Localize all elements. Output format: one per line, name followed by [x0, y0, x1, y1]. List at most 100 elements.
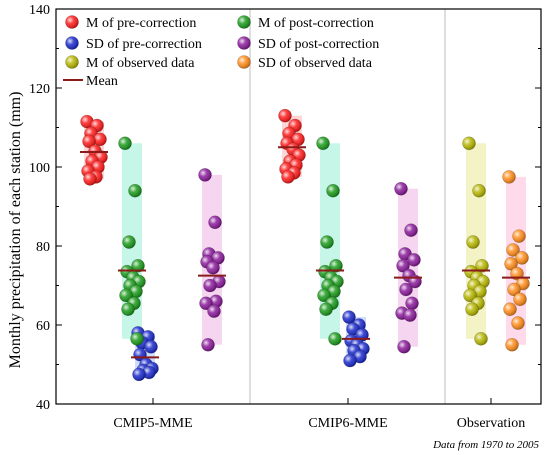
legend-marker-highlight — [237, 36, 251, 50]
point-highlight — [506, 243, 520, 257]
legend-label: Mean — [86, 74, 118, 89]
point-m-of-post-correction-cmip5-mme-12 — [121, 302, 135, 317]
point-highlight — [142, 365, 156, 379]
point-sd-of-post-correction-cmip6-mme-2 — [404, 223, 418, 237]
point-highlight — [209, 294, 223, 308]
point-highlight — [316, 136, 330, 150]
point-highlight — [326, 184, 340, 198]
point-sd-of-post-correction-cmip5-mme-8 — [203, 278, 217, 293]
legend-item-sd-of-post-correction: SD of post-correction — [237, 36, 379, 52]
point-m-of-pre-correction-cmip6-mme-12 — [281, 170, 295, 184]
legend-marker-highlight — [65, 15, 79, 29]
point-highlight — [317, 288, 331, 302]
point-highlight — [511, 316, 525, 330]
point-highlight — [473, 284, 487, 298]
point-sd-of-post-correction-cmip5-mme-11 — [207, 304, 221, 318]
point-highlight — [130, 332, 144, 346]
x-tick-label-cmip5-mme: CMIP5-MME — [113, 416, 192, 431]
point-highlight — [208, 215, 222, 229]
point-m-of-observed-data-observation-12 — [465, 302, 479, 317]
point-sd-of-observed-data-observation-10 — [503, 302, 517, 317]
point-m-of-post-correction-cmip5-mme-1 — [118, 136, 132, 151]
point-highlight — [396, 259, 410, 273]
point-highlight — [83, 172, 97, 186]
point-m-of-post-correction-cmip6-mme-13 — [328, 332, 342, 346]
point-sd-of-observed-data-observation-4 — [515, 251, 529, 265]
point-highlight — [503, 302, 517, 316]
legend-label: SD of post-correction — [258, 37, 379, 52]
point-m-of-observed-data-observation-9 — [473, 284, 487, 299]
point-highlight — [504, 257, 518, 271]
point-sd-of-pre-correction-cmip6-mme-1 — [342, 310, 356, 324]
point-highlight — [91, 160, 105, 174]
legend-item-m-of-observed-data: M of observed data — [65, 55, 195, 71]
point-highlight — [466, 235, 480, 249]
legend-label: M of pre-correction — [86, 16, 196, 31]
point-sd-of-post-correction-cmip6-mme-1 — [394, 181, 408, 196]
point-highlight — [144, 340, 158, 354]
point-highlight — [320, 235, 334, 249]
point-m-of-post-correction-cmip6-mme-2 — [326, 183, 340, 198]
mean-lines — [80, 146, 530, 359]
point-m-of-pre-correction-cmip5-mme-5 — [82, 134, 96, 149]
legend-label: SD of pre-correction — [86, 37, 202, 52]
point-highlight — [198, 168, 212, 182]
point-highlight — [397, 340, 411, 354]
legend-item-m-of-post-correction: M of post-correction — [237, 15, 374, 31]
point-highlight — [507, 282, 521, 296]
point-sd-of-post-correction-cmip5-mme-10 — [199, 296, 213, 311]
y-tick-label-40: 40 — [36, 398, 50, 413]
y-tick-label-140: 140 — [29, 3, 50, 18]
point-highlight — [291, 132, 305, 146]
point-m-of-observed-data-observation-1 — [462, 136, 476, 151]
point-sd-of-observed-data-observation-12 — [505, 337, 519, 352]
point-sd-of-observed-data-observation-2 — [512, 229, 526, 243]
y-tick-label-100: 100 — [29, 161, 50, 176]
point-m-of-post-correction-cmip5-mme-9 — [129, 284, 143, 299]
x-tick-label-observation: Observation — [457, 416, 525, 431]
data-points — [80, 108, 530, 382]
point-highlight — [199, 296, 213, 310]
point-sd-of-observed-data-observation-11 — [511, 316, 525, 330]
point-sd-of-post-correction-cmip5-mme-1 — [198, 168, 212, 182]
point-m-of-observed-data-observation-2 — [472, 183, 486, 198]
legend-label: M of observed data — [86, 56, 195, 71]
point-m-of-post-correction-cmip6-mme-1 — [316, 136, 330, 151]
point-sd-of-post-correction-cmip6-mme-5 — [396, 258, 410, 273]
point-highlight — [353, 350, 367, 364]
point-sd-of-pre-correction-cmip5-mme-10 — [132, 367, 146, 382]
legend-marker-highlight — [237, 55, 251, 69]
point-highlight — [132, 367, 146, 381]
point-m-of-observed-data-observation-13 — [474, 332, 488, 346]
point-sd-of-post-correction-cmip5-mme-6 — [206, 260, 220, 275]
point-sd-of-pre-correction-cmip6-mme-9 — [353, 349, 367, 364]
point-highlight — [119, 288, 133, 302]
point-highlight — [515, 251, 529, 265]
point-highlight — [121, 302, 135, 316]
point-sd-of-post-correction-cmip5-mme-12 — [201, 337, 215, 352]
point-sd-of-post-correction-cmip6-mme-11 — [403, 308, 417, 322]
point-m-of-observed-data-observation-10 — [463, 288, 477, 303]
point-m-of-post-correction-cmip6-mme-3 — [320, 235, 334, 249]
point-sd-of-pre-correction-cmip6-mme-10 — [343, 353, 357, 368]
point-highlight — [343, 354, 357, 368]
point-highlight — [513, 292, 527, 306]
y-axis-label: Monthly precipitation of each station (m… — [7, 92, 24, 369]
point-highlight — [211, 251, 225, 265]
point-m-of-post-correction-cmip5-mme-10 — [119, 288, 133, 303]
point-sd-of-post-correction-cmip6-mme-9 — [405, 296, 419, 311]
legend-item-mean: Mean — [63, 74, 118, 89]
data-source-note: Data from 1970 to 2005 — [432, 439, 539, 451]
point-sd-of-pre-correction-cmip5-mme-4 — [144, 339, 158, 354]
point-sd-of-observed-data-observation-9 — [513, 292, 527, 307]
point-highlight — [462, 136, 476, 150]
point-sd-of-post-correction-cmip6-mme-12 — [397, 339, 411, 354]
legend: M of pre-correction M of post-correction S… — [63, 15, 379, 89]
point-m-of-post-correction-cmip6-mme-12 — [319, 302, 333, 317]
point-highlight — [329, 259, 343, 273]
point-highlight — [475, 259, 489, 273]
point-highlight — [502, 170, 516, 184]
group-dividers — [249, 9, 446, 404]
point-highlight — [327, 284, 341, 298]
legend-label: SD of observed data — [258, 56, 373, 71]
